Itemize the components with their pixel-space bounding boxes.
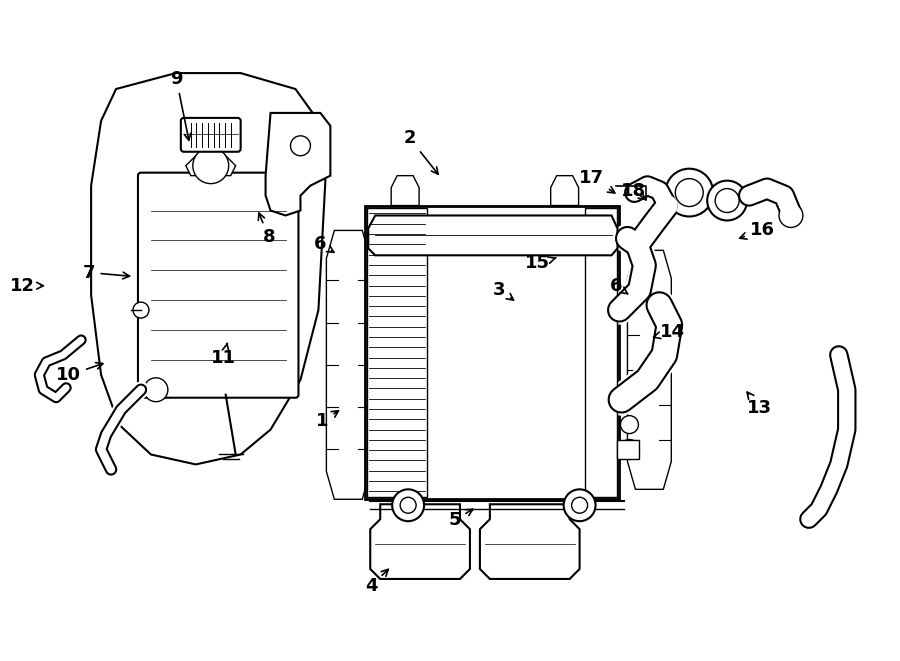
- Polygon shape: [370, 504, 470, 579]
- Text: 8: 8: [258, 213, 275, 246]
- Polygon shape: [368, 215, 617, 255]
- Circle shape: [392, 489, 424, 521]
- Text: 7: 7: [83, 264, 130, 282]
- Polygon shape: [617, 440, 639, 459]
- Text: 10: 10: [56, 363, 103, 384]
- Circle shape: [707, 180, 747, 221]
- Circle shape: [133, 302, 148, 318]
- Text: 6: 6: [314, 235, 334, 253]
- Text: 17: 17: [580, 169, 615, 193]
- Circle shape: [572, 497, 588, 513]
- Text: 16: 16: [740, 221, 775, 239]
- Text: 3: 3: [493, 281, 514, 300]
- Text: 11: 11: [212, 344, 237, 367]
- Circle shape: [675, 178, 703, 206]
- Text: 15: 15: [526, 254, 556, 272]
- FancyBboxPatch shape: [138, 173, 299, 398]
- Polygon shape: [551, 176, 579, 206]
- Polygon shape: [91, 73, 326, 465]
- Circle shape: [665, 169, 713, 217]
- Polygon shape: [392, 176, 419, 206]
- Circle shape: [400, 497, 416, 513]
- Circle shape: [779, 204, 803, 227]
- Circle shape: [144, 378, 168, 402]
- Circle shape: [193, 148, 229, 184]
- Circle shape: [620, 416, 638, 434]
- Polygon shape: [480, 504, 580, 579]
- Text: 13: 13: [747, 392, 772, 417]
- Polygon shape: [266, 113, 330, 215]
- Text: 14: 14: [653, 323, 685, 341]
- Text: 6: 6: [609, 277, 627, 295]
- Text: 5: 5: [448, 509, 472, 529]
- Text: 12: 12: [11, 277, 43, 295]
- Circle shape: [563, 489, 596, 521]
- Text: 18: 18: [621, 182, 646, 200]
- Text: 2: 2: [403, 130, 438, 174]
- Text: 9: 9: [170, 70, 191, 140]
- Circle shape: [716, 188, 739, 212]
- FancyBboxPatch shape: [585, 208, 617, 497]
- Text: 1: 1: [316, 410, 338, 430]
- Circle shape: [619, 440, 639, 459]
- FancyBboxPatch shape: [367, 208, 428, 497]
- Polygon shape: [627, 251, 671, 489]
- Polygon shape: [185, 151, 236, 176]
- Text: 4: 4: [364, 569, 388, 595]
- Circle shape: [291, 136, 310, 156]
- Polygon shape: [327, 231, 370, 499]
- FancyBboxPatch shape: [181, 118, 240, 152]
- FancyBboxPatch shape: [365, 206, 619, 499]
